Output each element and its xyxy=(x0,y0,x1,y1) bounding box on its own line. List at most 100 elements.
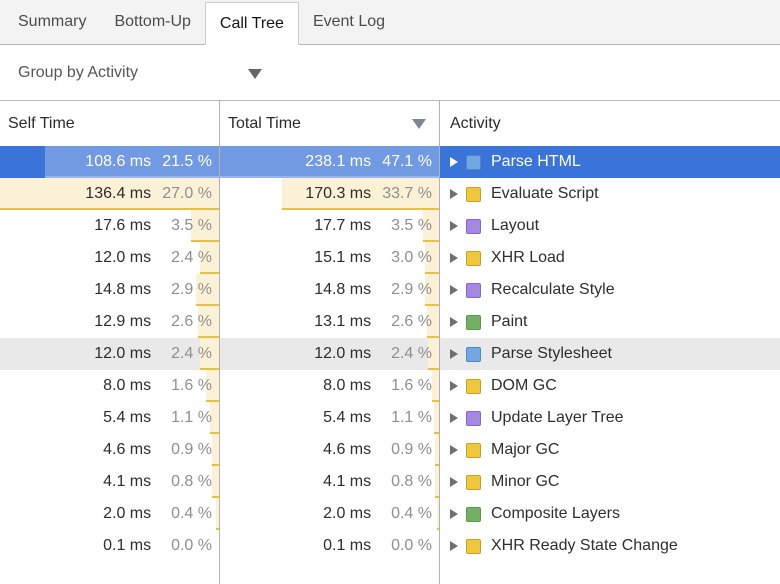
self-time-heat-bar xyxy=(212,466,219,498)
expand-triangle-icon[interactable] xyxy=(450,157,458,167)
self-time-cell: 12.0 ms 2.4 % xyxy=(0,242,220,274)
total-time-heat-bar xyxy=(437,498,439,530)
total-time-percent: 2.9 % xyxy=(391,281,432,298)
group-by-label: Group by Activity xyxy=(18,63,139,81)
activity-label: DOM GC xyxy=(491,377,557,394)
self-time-heat-bar xyxy=(195,274,219,306)
self-time-heat-bar xyxy=(197,306,219,338)
tab-summary[interactable]: Summary xyxy=(18,13,87,30)
table-row[interactable]: 14.8 ms 2.9 % 14.8 ms 2.9 % Recalculate … xyxy=(0,274,780,306)
total-time-heat-bar xyxy=(435,466,439,498)
total-time-heat-bar xyxy=(434,434,439,466)
self-time-percent: 2.6 % xyxy=(171,313,212,330)
table-row[interactable]: 108.6 ms 21.5 % 238.1 ms 47.1 % Parse HT… xyxy=(0,146,780,178)
activity-label: Layout xyxy=(491,217,540,234)
self-time-percent: 0.8 % xyxy=(171,473,212,490)
table-row[interactable]: 0.1 ms 0.0 % 0.1 ms 0.0 % XHR Ready Stat… xyxy=(0,530,780,562)
activity-label: XHR Ready State Change xyxy=(491,537,678,554)
expand-triangle-icon[interactable] xyxy=(450,285,458,295)
self-time-value: 4.1 ms xyxy=(103,473,152,490)
painting-category-icon xyxy=(466,314,481,330)
expand-triangle-icon[interactable] xyxy=(450,381,458,391)
expand-triangle-icon[interactable] xyxy=(450,253,458,263)
table-row[interactable]: 12.9 ms 2.6 % 13.1 ms 2.6 % Paint xyxy=(0,306,780,338)
expand-triangle-icon[interactable] xyxy=(450,189,458,199)
table-row[interactable]: 5.4 ms 1.1 % 5.4 ms 1.1 % Update Layer T… xyxy=(0,402,780,434)
activity-cell: Composite Layers xyxy=(440,498,780,530)
expand-triangle-icon[interactable] xyxy=(450,317,458,327)
total-time-cell: 2.0 ms 0.4 % xyxy=(220,498,440,530)
activity-label: Composite Layers xyxy=(491,505,620,522)
expand-triangle-icon[interactable] xyxy=(450,509,458,519)
activity-cell: Parse Stylesheet xyxy=(440,338,780,370)
total-time-cell: 4.6 ms 0.9 % xyxy=(220,434,440,466)
tab-bottom-up[interactable]: Bottom-Up xyxy=(114,13,191,30)
table-row[interactable]: 17.6 ms 3.5 % 17.7 ms 3.5 % Layout xyxy=(0,210,780,242)
self-time-cell: 14.8 ms 2.9 % xyxy=(0,274,220,306)
self-column-filler xyxy=(0,562,220,584)
self-time-percent: 2.4 % xyxy=(171,249,212,266)
table-row[interactable]: 12.0 ms 2.4 % 15.1 ms 3.0 % XHR Load xyxy=(0,242,780,274)
self-time-heat-bar xyxy=(0,178,219,210)
total-time-cell: 170.3 ms 33.7 % xyxy=(220,178,440,210)
sort-descending-icon xyxy=(412,119,426,129)
column-header-self-time[interactable]: Self Time xyxy=(0,101,220,146)
expand-triangle-icon[interactable] xyxy=(450,221,458,231)
group-by-dropdown[interactable]: Group by Activity xyxy=(18,64,138,82)
expand-triangle-icon[interactable] xyxy=(450,541,458,551)
total-time-value: 0.1 ms xyxy=(323,537,372,554)
self-time-percent: 0.9 % xyxy=(171,441,212,458)
self-time-value: 14.8 ms xyxy=(94,281,152,298)
activity-label: XHR Load xyxy=(491,249,565,266)
expand-triangle-icon[interactable] xyxy=(450,413,458,423)
table-row[interactable]: 4.1 ms 0.8 % 4.1 ms 0.8 % Minor GC xyxy=(0,466,780,498)
self-time-cell: 4.1 ms 0.8 % xyxy=(0,466,220,498)
loading-category-icon xyxy=(466,154,481,170)
table-row[interactable]: 136.4 ms 27.0 % 170.3 ms 33.7 % Evaluate… xyxy=(0,178,780,210)
grid-header: Self Time Total Time Activity xyxy=(0,100,780,146)
self-time-value: 4.6 ms xyxy=(103,441,152,458)
tab-call-tree[interactable]: Call Tree xyxy=(204,2,299,45)
total-time-cell: 4.1 ms 0.8 % xyxy=(220,466,440,498)
expand-triangle-icon[interactable] xyxy=(450,445,458,455)
total-time-value: 17.7 ms xyxy=(314,217,372,234)
self-time-heat-bar xyxy=(44,146,219,178)
total-time-heat-bar xyxy=(282,178,439,210)
self-time-cell: 136.4 ms 27.0 % xyxy=(0,178,220,210)
self-time-percent: 1.1 % xyxy=(171,409,212,426)
dropdown-arrow-icon[interactable] xyxy=(248,69,262,79)
table-row[interactable]: 2.0 ms 0.4 % 2.0 ms 0.4 % Composite Laye… xyxy=(0,498,780,530)
column-header-activity[interactable]: Activity xyxy=(440,101,780,146)
total-time-heat-bar xyxy=(426,306,439,338)
self-time-percent: 0.4 % xyxy=(171,505,212,522)
total-time-heat-bar xyxy=(425,274,439,306)
self-time-percent: 3.5 % xyxy=(171,217,212,234)
self-time-cell: 4.6 ms 0.9 % xyxy=(0,434,220,466)
scripting-category-icon xyxy=(466,442,481,458)
expand-triangle-icon[interactable] xyxy=(450,349,458,359)
self-time-value: 12.0 ms xyxy=(94,249,152,266)
self-time-value: 17.6 ms xyxy=(94,217,152,234)
total-time-heat-bar xyxy=(422,210,439,242)
self-time-heat-bar xyxy=(206,370,219,402)
self-time-percent: 27.0 % xyxy=(162,185,212,202)
self-time-percent: 0.0 % xyxy=(171,537,212,554)
total-time-cell: 5.4 ms 1.1 % xyxy=(220,402,440,434)
panel-tabbar: Summary Bottom-Up Call Tree Event Log xyxy=(0,0,780,45)
self-time-value: 8.0 ms xyxy=(103,377,152,394)
expand-triangle-icon[interactable] xyxy=(450,477,458,487)
column-header-total-time[interactable]: Total Time xyxy=(220,101,440,146)
total-time-value: 8.0 ms xyxy=(323,377,372,394)
table-row[interactable]: 4.6 ms 0.9 % 4.6 ms 0.9 % Major GC xyxy=(0,434,780,466)
total-time-percent: 1.6 % xyxy=(391,377,432,394)
table-row[interactable]: 8.0 ms 1.6 % 8.0 ms 1.6 % DOM GC xyxy=(0,370,780,402)
tab-event-log[interactable]: Event Log xyxy=(312,13,386,30)
total-time-percent: 2.6 % xyxy=(391,313,432,330)
table-row[interactable]: 12.0 ms 2.4 % 12.0 ms 2.4 % Parse Styles… xyxy=(0,338,780,370)
self-time-value: 108.6 ms xyxy=(85,153,152,170)
activity-label: Evaluate Script xyxy=(491,185,599,202)
self-time-cell: 12.0 ms 2.4 % xyxy=(0,338,220,370)
self-time-value: 2.0 ms xyxy=(103,505,152,522)
self-time-heat-bar xyxy=(199,242,219,274)
total-time-cell: 238.1 ms 47.1 % xyxy=(220,146,440,178)
